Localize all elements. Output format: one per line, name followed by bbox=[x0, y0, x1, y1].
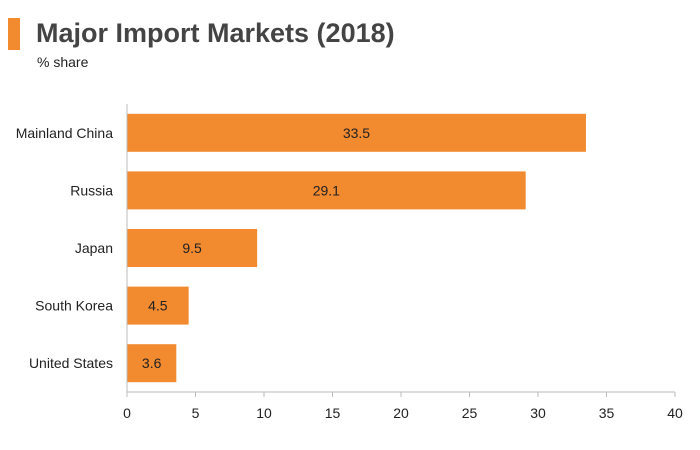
bar-united-states bbox=[127, 344, 177, 383]
bar-japan bbox=[127, 229, 258, 267]
x-tick-label: 25 bbox=[462, 405, 478, 421]
data-label: 29.1 bbox=[313, 182, 340, 198]
chart-subtitle: % share bbox=[37, 54, 89, 70]
x-tick-label: 35 bbox=[599, 405, 615, 421]
category-label: Japan bbox=[75, 240, 113, 256]
x-tick-label: 30 bbox=[530, 405, 546, 421]
chart-title: Major Import Markets (2018) bbox=[36, 18, 395, 48]
title-accent-bar bbox=[8, 18, 20, 50]
category-label: United States bbox=[29, 355, 113, 371]
bars-layer: 33.5 29.1 9.5 4.5 3.6 bbox=[127, 113, 586, 383]
category-label: Mainland China bbox=[16, 125, 113, 141]
x-tick-label: 40 bbox=[667, 405, 683, 421]
data-label: 3.6 bbox=[142, 355, 162, 371]
data-label: 4.5 bbox=[148, 298, 168, 314]
bar-russia bbox=[127, 171, 526, 210]
x-tick-label: 15 bbox=[325, 405, 341, 421]
axis-layer: Mainland China Russia Japan South Korea Unit… bbox=[16, 104, 683, 421]
data-label: 33.5 bbox=[343, 125, 370, 141]
x-tick-label: 20 bbox=[393, 405, 409, 421]
bar-south-korea bbox=[127, 286, 189, 325]
x-tick-label: 10 bbox=[256, 405, 272, 421]
x-tick-label: 0 bbox=[123, 405, 131, 421]
category-label: South Korea bbox=[35, 298, 113, 314]
category-label: Russia bbox=[70, 182, 113, 198]
x-tick-label: 5 bbox=[192, 405, 200, 421]
bar-mainland-china bbox=[127, 113, 586, 152]
data-label: 9.5 bbox=[182, 240, 202, 256]
